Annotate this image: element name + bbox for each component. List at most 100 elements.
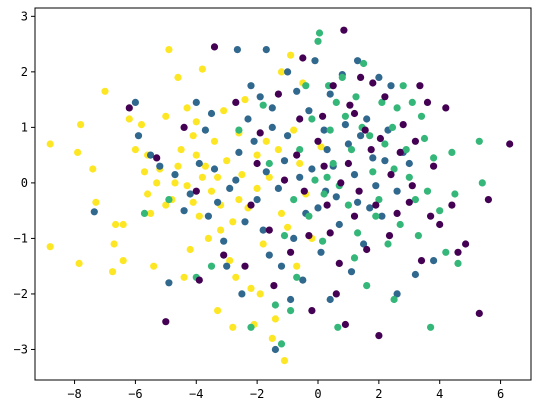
data-point <box>308 165 316 173</box>
x-tick-label: −4 <box>189 387 203 401</box>
data-point <box>335 259 343 267</box>
x-tick-label: −6 <box>128 387 142 401</box>
data-point <box>381 140 389 148</box>
data-point <box>329 159 337 168</box>
data-point <box>77 121 85 129</box>
data-point <box>210 165 219 173</box>
data-point <box>454 248 462 256</box>
data-point <box>430 257 438 265</box>
data-point <box>274 184 282 192</box>
data-point <box>299 276 307 284</box>
data-point <box>346 101 354 109</box>
data-point <box>396 220 404 229</box>
data-point <box>423 98 432 106</box>
data-point <box>326 229 334 237</box>
data-point <box>320 126 328 134</box>
data-point <box>319 112 327 120</box>
data-point <box>192 98 200 106</box>
data-point <box>265 226 273 234</box>
data-point <box>125 115 133 123</box>
data-point <box>375 332 383 340</box>
data-point <box>277 68 286 76</box>
data-point <box>131 146 139 154</box>
data-point <box>396 148 404 156</box>
data-point <box>350 254 359 262</box>
data-point <box>399 82 407 90</box>
data-point <box>74 148 82 156</box>
data-point <box>427 323 435 331</box>
data-point <box>369 168 377 176</box>
data-point <box>192 187 200 195</box>
data-point <box>300 187 308 195</box>
y-axis: −3 −2 −1 0 1 2 3 <box>14 9 35 356</box>
data-point <box>214 173 222 181</box>
data-point <box>369 154 377 162</box>
data-point <box>393 209 401 217</box>
data-point <box>355 187 363 195</box>
data-point <box>293 87 301 95</box>
y-tick-label: 2 <box>21 65 28 79</box>
data-point <box>417 257 426 265</box>
data-point <box>335 220 343 229</box>
data-point <box>235 196 243 204</box>
data-point <box>204 234 212 242</box>
data-point <box>320 162 328 170</box>
data-point <box>305 232 313 240</box>
data-point <box>207 262 216 270</box>
data-point <box>299 54 307 62</box>
data-point <box>363 282 371 290</box>
data-point <box>314 37 322 45</box>
data-point <box>137 121 146 129</box>
data-point <box>416 82 424 90</box>
data-point <box>326 90 334 98</box>
data-point <box>280 357 289 365</box>
data-point <box>462 240 470 248</box>
data-point <box>408 98 416 106</box>
data-point <box>376 134 384 143</box>
data-point <box>320 190 328 198</box>
data-point <box>189 132 197 140</box>
data-point <box>344 159 352 168</box>
data-point <box>448 148 456 156</box>
data-point <box>411 196 419 204</box>
data-point <box>411 137 419 145</box>
data-point <box>338 73 346 81</box>
data-point <box>235 148 243 156</box>
data-point <box>337 179 345 187</box>
data-point <box>198 65 206 73</box>
data-point <box>375 196 383 204</box>
data-point <box>271 345 279 354</box>
data-point <box>226 184 234 192</box>
data-point <box>195 276 203 284</box>
data-point <box>265 251 273 259</box>
data-point <box>274 90 282 98</box>
data-point <box>162 318 170 326</box>
data-point <box>256 290 264 298</box>
data-point <box>101 87 109 95</box>
data-point <box>366 132 374 140</box>
data-point <box>290 234 298 242</box>
data-point <box>270 282 278 290</box>
data-point <box>311 57 319 65</box>
data-point <box>372 182 380 190</box>
data-point <box>214 307 222 315</box>
data-point <box>387 171 395 179</box>
data-point <box>420 134 429 143</box>
y-tick-label: 0 <box>21 176 28 190</box>
data-point <box>448 201 456 209</box>
data-point <box>233 46 241 54</box>
data-point <box>247 284 255 292</box>
data-point <box>280 232 289 240</box>
data-point <box>89 165 97 173</box>
data-point <box>186 190 194 198</box>
data-point <box>265 159 273 168</box>
data-point <box>367 146 375 154</box>
data-point <box>207 187 216 195</box>
data-point <box>423 187 432 195</box>
data-point <box>311 176 319 184</box>
data-point <box>256 93 264 101</box>
data-point <box>296 173 304 181</box>
data-point <box>238 171 246 179</box>
data-point <box>305 212 313 220</box>
data-point <box>223 157 231 165</box>
